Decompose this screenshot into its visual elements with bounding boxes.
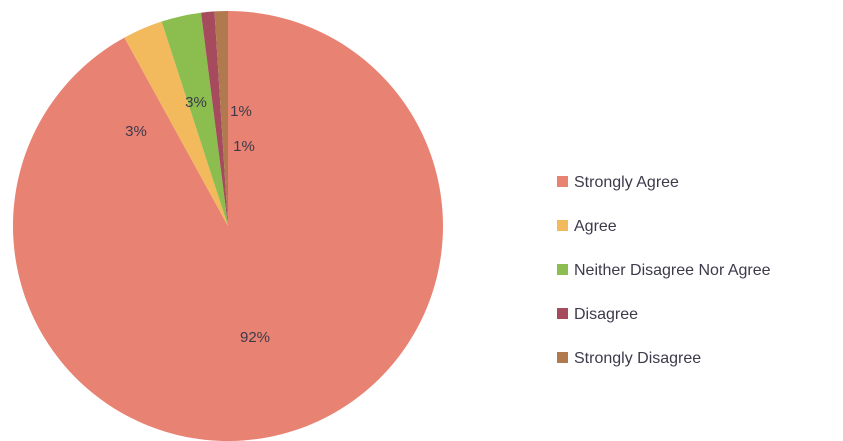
- slice-label-disagree: 1%: [230, 103, 252, 120]
- pie-slice-agree: [124, 21, 228, 226]
- legend-swatch-strongly-agree: [557, 176, 568, 187]
- pie-slice-labels: 92% 3% 3% 1% 1%: [125, 94, 270, 346]
- legend-label-neither-disagree-nor-agree: Neither Disagree Nor Agree: [574, 262, 771, 279]
- legend-swatch-strongly-disagree: [557, 352, 568, 363]
- slice-label-agree: 3%: [125, 123, 147, 140]
- legend-label-strongly-agree: Strongly Agree: [574, 174, 679, 191]
- legend: Strongly Agree Agree Neither Disagree Nor …: [557, 174, 771, 367]
- pie-slice-disagree: [201, 11, 228, 227]
- legend-label-agree: Agree: [574, 218, 617, 235]
- slice-label-strongly-agree: 92%: [240, 329, 270, 346]
- pie-slice-strongly-disagree: [214, 10, 228, 227]
- legend-swatch-neither-disagree-nor-agree: [557, 264, 568, 275]
- legend-label-strongly-disagree: Strongly Disagree: [574, 350, 701, 367]
- slice-label-strongly-disagree: 1%: [233, 138, 255, 155]
- legend-label-disagree: Disagree: [574, 306, 638, 323]
- slice-label-neither-disagree-nor-agree: 3%: [185, 94, 207, 111]
- legend-swatch-agree: [557, 220, 568, 231]
- pie-slice-neither-disagree-nor-agree: [161, 12, 228, 227]
- pie-slice-strongly-agree: [12, 11, 443, 441]
- pie-slices: [12, 10, 443, 441]
- legend-swatch-disagree: [557, 308, 568, 319]
